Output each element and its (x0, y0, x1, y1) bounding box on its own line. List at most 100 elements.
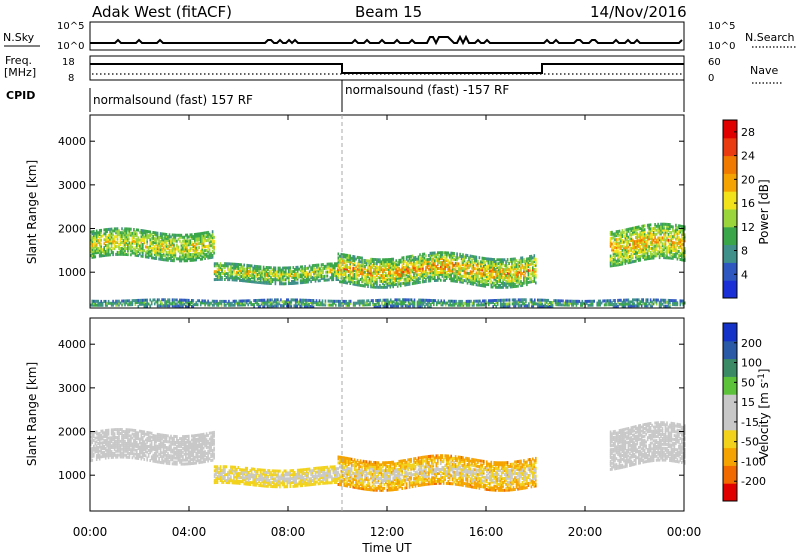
data-cell (307, 280, 309, 284)
data-cell (526, 259, 528, 263)
data-cell (491, 261, 494, 265)
data-cell (143, 304, 146, 308)
data-cell (447, 265, 449, 269)
data-cell (377, 276, 380, 279)
data-cell (243, 275, 245, 279)
data-cell (100, 301, 102, 305)
data-cell (344, 263, 347, 267)
data-cell (295, 277, 297, 281)
data-cell (386, 285, 389, 289)
data-cell (268, 281, 271, 285)
data-cell (162, 240, 165, 244)
data-cell (391, 273, 393, 277)
data-cell (502, 279, 504, 283)
data-cell (636, 241, 639, 245)
data-cell (121, 231, 123, 235)
data-cell (345, 299, 347, 303)
nsky-label: N.Sky (3, 31, 35, 44)
data-cell (121, 252, 123, 256)
data-cell (368, 263, 371, 267)
data-cell (137, 236, 140, 240)
data-cell (142, 239, 144, 243)
data-cell (606, 303, 609, 307)
data-cell (370, 273, 372, 277)
data-cell (487, 261, 490, 265)
data-cell (502, 260, 504, 264)
data-cell (645, 247, 647, 251)
data-cell (382, 270, 384, 274)
data-cell (260, 302, 263, 306)
data-cell (214, 301, 217, 305)
data-cell (101, 441, 104, 445)
data-cell (266, 298, 269, 302)
data-cell (618, 263, 621, 267)
data-cell (533, 269, 536, 273)
data-cell (91, 441, 94, 445)
data-cell (332, 301, 334, 305)
data-cell (153, 247, 156, 250)
data-cell (367, 285, 369, 288)
data-cell (196, 238, 199, 242)
data-cell (136, 299, 138, 302)
data-cell (682, 250, 685, 254)
data-cell (412, 302, 414, 306)
data-cell (416, 269, 418, 273)
data-cell (292, 279, 295, 283)
data-cell (462, 257, 464, 261)
data-cell (270, 272, 272, 276)
data-cell (664, 228, 667, 232)
data-cell (566, 299, 569, 303)
data-cell (94, 301, 97, 305)
data-cell (251, 303, 254, 307)
data-cell (352, 262, 354, 266)
data-cell (249, 280, 251, 283)
data-cell (228, 268, 231, 272)
data-cell (218, 277, 220, 281)
data-cell (358, 299, 361, 303)
data-cell (302, 280, 305, 284)
data-cell (142, 231, 144, 235)
data-cell (503, 272, 506, 275)
data-cell (95, 450, 98, 454)
colorbar-segment (723, 262, 737, 281)
data-cell (191, 256, 193, 260)
data-cell (441, 267, 444, 270)
data-cell (398, 300, 401, 304)
data-cell (301, 275, 303, 279)
data-cell (370, 277, 372, 281)
data-cell (168, 235, 171, 239)
data-cell (139, 298, 141, 302)
data-cell (125, 233, 128, 237)
data-cell (331, 266, 333, 270)
data-cell (174, 253, 177, 257)
data-cell (612, 236, 615, 240)
data-cell (115, 252, 117, 256)
data-cell (100, 435, 102, 439)
data-cell (90, 250, 92, 254)
data-cell (274, 278, 277, 282)
data-cell (156, 253, 159, 257)
data-cell (620, 260, 622, 264)
data-cell (155, 231, 157, 235)
data-cell (192, 248, 195, 252)
data-cell (386, 258, 389, 262)
data-cell (413, 266, 415, 270)
data-cell (180, 257, 183, 261)
data-cell (189, 241, 192, 245)
data-cell (676, 226, 679, 230)
data-cell (459, 268, 461, 272)
data-cell (125, 235, 128, 239)
data-cell (355, 273, 357, 277)
data-cell (297, 300, 300, 304)
data-cell (250, 270, 253, 274)
data-cell (530, 262, 533, 266)
freq-trace (90, 63, 684, 74)
data-cell (232, 303, 235, 307)
data-cell (90, 441, 92, 445)
data-cell (131, 245, 134, 249)
data-cell (356, 273, 359, 277)
data-cell (391, 302, 394, 306)
data-cell (460, 257, 463, 260)
data-cell (484, 274, 487, 278)
data-cell (428, 300, 431, 304)
